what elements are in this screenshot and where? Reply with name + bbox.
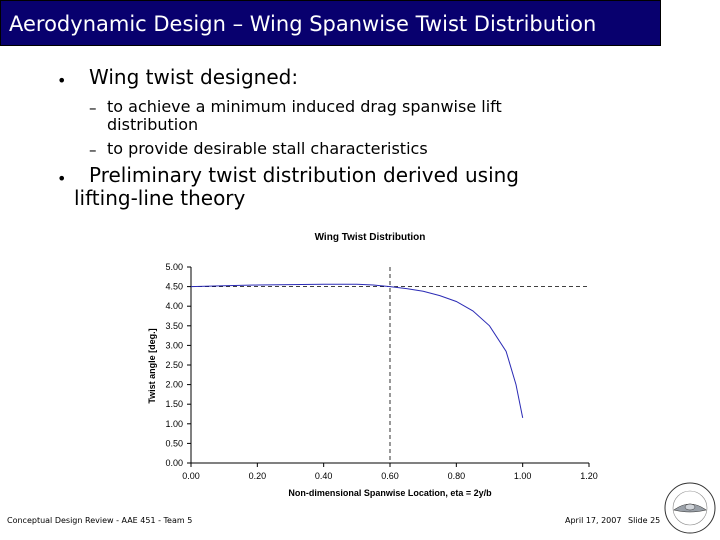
bullet-2-line2: lifting-line theory <box>74 186 246 210</box>
y-tick-label: 3.50 <box>165 321 183 331</box>
y-tick-label: 1.00 <box>165 419 183 429</box>
y-tick-label: 4.50 <box>165 282 183 292</box>
footer-date: April 17, 2007 <box>565 516 622 525</box>
x-tick-label: 0.00 <box>182 471 200 481</box>
x-tick-label: 0.40 <box>315 471 333 481</box>
sub-bullet-2-line1: to provide desirable stall characteristi… <box>107 139 428 158</box>
sub-bullet-marker-2: – <box>89 141 97 159</box>
bullet-1-text: Wing twist designed: <box>89 65 299 89</box>
sub-bullet-marker-1: – <box>89 99 97 117</box>
x-tick-label: 0.20 <box>249 471 267 481</box>
twist-series-line <box>190 283 524 418</box>
x-tick-label: 0.60 <box>381 471 399 481</box>
y-tick-label: 3.00 <box>165 340 183 350</box>
y-tick-label: 0.50 <box>165 438 183 448</box>
x-tick-label: 1.00 <box>514 471 532 481</box>
x-tick-label: 0.80 <box>448 471 466 481</box>
sub-bullet-1-line1: to achieve a minimum induced drag spanwi… <box>107 97 502 116</box>
slide-title: Aerodynamic Design – Wing Spanwise Twist… <box>9 12 597 36</box>
chart-ticks: 0.00 0.50 1.00 1.50 2.00 2.50 3.00 3.50 4.00 4.50… <box>165 262 597 481</box>
y-axis-label: Twist angle [deg.] <box>147 328 157 403</box>
x-axis-label: Non-dimensional Spanwise Location, eta =… <box>288 488 492 498</box>
bullet-marker-1: • <box>57 71 67 90</box>
x-tick-label: 1.20 <box>580 471 598 481</box>
series-group <box>190 283 524 418</box>
bullet-marker-2: • <box>57 169 67 188</box>
chart-title: Wing Twist Distribution <box>315 232 426 243</box>
y-tick-label: 2.00 <box>165 380 183 390</box>
y-tick-label: 1.50 <box>165 399 183 409</box>
y-tick-label: 2.50 <box>165 360 183 370</box>
title-bar: Aerodynamic Design – Wing Spanwise Twist… <box>0 0 661 46</box>
sub-bullet-1-line2: distribution <box>107 115 199 134</box>
footer-left: Conceptual Design Review - AAE 451 - Tea… <box>7 516 193 525</box>
reference-lines <box>191 267 589 463</box>
team-logo-icon <box>664 482 716 534</box>
footer-slide-number: Slide 25 <box>628 516 661 525</box>
bullet-2-line1: Preliminary twist distribution derived u… <box>89 163 519 187</box>
y-tick-label: 0.00 <box>165 458 183 468</box>
y-tick-label: 4.00 <box>165 301 183 311</box>
y-tick-label: 5.00 <box>165 262 183 272</box>
